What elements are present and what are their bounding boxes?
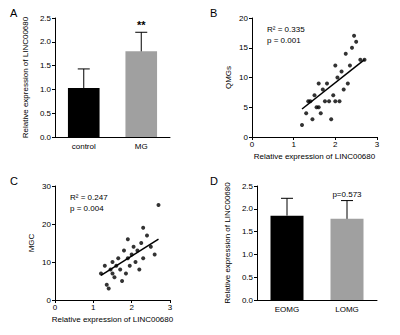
svg-text:10: 10 — [239, 73, 248, 82]
svg-text:0: 0 — [250, 140, 255, 149]
svg-text:Relative expression of LINC006: Relative expression of LINC00680 — [223, 182, 232, 304]
svg-text:**: ** — [137, 19, 146, 31]
svg-text:1: 1 — [291, 140, 296, 149]
svg-text:p = 0.004: p = 0.004 — [70, 204, 104, 213]
svg-text:2.5: 2.5 — [242, 182, 254, 191]
svg-text:Relative expression of LINC006: Relative expression of LINC00680 — [254, 152, 376, 161]
svg-text:Relative expression of LINC006: Relative expression of LINC00680 — [21, 16, 30, 138]
svg-text:10: 10 — [42, 258, 51, 267]
svg-text:0: 0 — [53, 303, 58, 312]
svg-text:LOMG: LOMG — [335, 305, 359, 314]
svg-text:1: 1 — [91, 303, 96, 312]
svg-text:2.5: 2.5 — [40, 14, 52, 23]
svg-text:control: control — [72, 142, 96, 151]
svg-text:5: 5 — [244, 103, 249, 112]
svg-text:2.0: 2.0 — [40, 37, 52, 46]
svg-text:Relative expression of LINC006: Relative expression of LINC00680 — [52, 315, 174, 324]
svg-text:p = 0.001: p = 0.001 — [267, 36, 301, 45]
svg-text:3: 3 — [375, 140, 380, 149]
svg-text:C: C — [10, 175, 18, 187]
svg-text:EOMG: EOMG — [275, 305, 299, 314]
svg-text:3: 3 — [168, 303, 173, 312]
svg-text:D: D — [210, 175, 218, 187]
svg-text:B: B — [210, 7, 217, 19]
svg-text:0.5: 0.5 — [242, 273, 254, 282]
svg-text:MGC: MGC — [27, 233, 36, 252]
svg-text:2: 2 — [333, 140, 338, 149]
svg-text:QMGs: QMGs — [224, 66, 233, 89]
svg-text:2: 2 — [129, 303, 134, 312]
svg-text:30: 30 — [42, 182, 51, 191]
svg-text:R² = 0.335: R² = 0.335 — [267, 25, 305, 34]
svg-text:MG: MG — [135, 142, 148, 151]
svg-text:15: 15 — [239, 43, 248, 52]
svg-text:0.5: 0.5 — [40, 109, 52, 118]
svg-text:R² = 0.247: R² = 0.247 — [70, 193, 108, 202]
svg-text:0.0: 0.0 — [40, 133, 52, 142]
svg-text:1.5: 1.5 — [40, 61, 52, 70]
svg-text:0: 0 — [244, 133, 249, 142]
svg-text:1.0: 1.0 — [242, 250, 254, 259]
svg-text:20: 20 — [42, 220, 51, 229]
svg-text:0.0: 0.0 — [242, 296, 254, 305]
svg-text:p=0.573: p=0.573 — [332, 190, 362, 199]
svg-text:2.0: 2.0 — [242, 204, 254, 213]
svg-text:0: 0 — [47, 296, 52, 305]
svg-text:A: A — [10, 7, 18, 19]
svg-text:1.5: 1.5 — [242, 227, 254, 236]
svg-text:1.0: 1.0 — [40, 85, 52, 94]
svg-text:20: 20 — [239, 14, 248, 23]
